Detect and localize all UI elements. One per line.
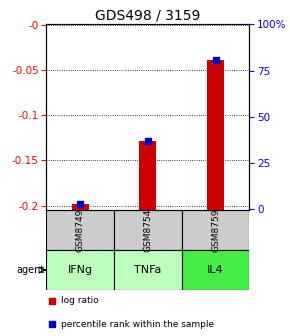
Point [50, 322, 55, 327]
Text: log ratio: log ratio [61, 296, 98, 305]
Text: IFNg: IFNg [68, 265, 93, 275]
Text: percentile rank within the sample: percentile rank within the sample [61, 320, 214, 329]
Point [50, 298, 55, 303]
Text: GSM8759: GSM8759 [211, 208, 220, 252]
Point [78, 201, 83, 206]
Text: GSM8754: GSM8754 [143, 208, 153, 252]
Bar [72, 204, 89, 210]
Point [213, 57, 218, 62]
Title: GDS498 / 3159: GDS498 / 3159 [95, 8, 201, 23]
Text: agent: agent [17, 265, 45, 275]
Text: TNFa: TNFa [134, 265, 162, 275]
Bar [114, 210, 182, 250]
Text: GSM8749: GSM8749 [76, 208, 85, 252]
Bar [114, 250, 182, 290]
Text: IL4: IL4 [207, 265, 224, 275]
Bar [139, 141, 156, 210]
Bar [182, 210, 249, 250]
Bar [46, 210, 114, 250]
Bar [46, 250, 114, 290]
Bar [182, 250, 249, 290]
Point [146, 138, 150, 143]
Bar [207, 59, 224, 210]
